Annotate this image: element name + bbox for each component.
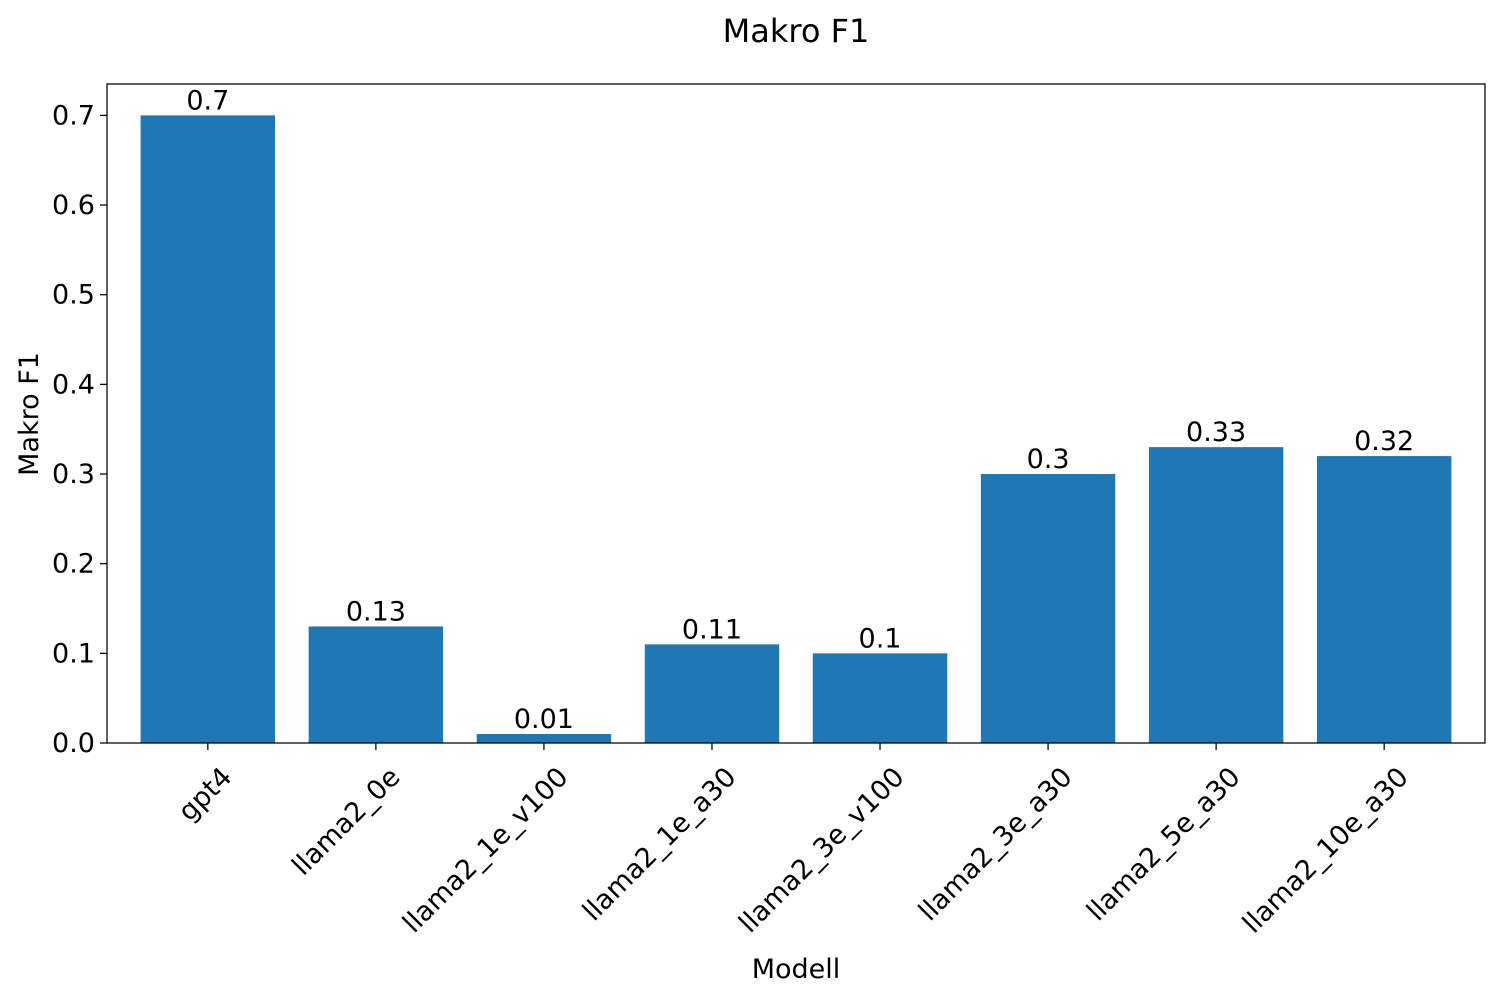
- bar-llama2_3e_a30: [980, 474, 1116, 743]
- data-label-llama2_1e_a30: 0.11: [682, 614, 742, 645]
- data-label-llama2_0e: 0.13: [346, 596, 406, 627]
- x-tick-label: gpt4: [173, 762, 239, 828]
- data-label-gpt4: 0.7: [186, 85, 229, 116]
- y-axis-label: Makro F1: [14, 352, 45, 476]
- y-tick-label: 0.3: [52, 459, 95, 490]
- y-tick-label: 0.5: [52, 280, 95, 311]
- x-tick-label: llama2_10e_a30: [1237, 762, 1415, 940]
- y-tick-label: 0.4: [52, 369, 95, 400]
- data-label-llama2_3e_v100: 0.1: [859, 623, 902, 654]
- x-tick-label: llama2_1e_v100: [397, 762, 574, 939]
- data-labels-layer: 0.7 0.13 0.01 0.11 0.1 0.3 0.33 0.32: [186, 85, 1414, 735]
- x-tick-label: llama2_5e_a30: [1081, 762, 1247, 928]
- y-tick-label: 0.1: [52, 638, 95, 669]
- bar-llama2_10e_a30: [1316, 456, 1452, 743]
- data-label-llama2_5e_a30: 0.33: [1186, 417, 1246, 448]
- y-tick-label: 0.2: [52, 549, 95, 580]
- plot-area-frame: [106, 83, 1486, 744]
- x-tick-label: llama2_3e_v100: [733, 762, 910, 939]
- y-tick-label: 0.6: [52, 190, 95, 221]
- bar-llama2_0e: [308, 626, 444, 743]
- x-tick-label: llama2_3e_a30: [913, 762, 1079, 928]
- bar-llama2_5e_a30: [1148, 447, 1284, 743]
- x-tick-label: llama2_1e_a30: [577, 762, 743, 928]
- bar-llama2_1e_v100: [476, 734, 612, 743]
- data-label-llama2_3e_a30: 0.3: [1027, 444, 1070, 475]
- data-label-llama2_10e_a30: 0.32: [1354, 426, 1414, 457]
- bar-gpt4: [140, 115, 276, 743]
- bar-llama2_3e_v100: [812, 653, 948, 743]
- chart-title: Makro F1: [723, 12, 870, 50]
- y-tick-label: 0.0: [52, 728, 95, 759]
- bar-llama2_1e_a30: [644, 644, 780, 743]
- data-label-llama2_1e_v100: 0.01: [514, 704, 574, 735]
- x-tick-label: llama2_0e: [286, 762, 406, 882]
- bars-layer: [140, 115, 1452, 743]
- y-tick-label: 0.7: [52, 100, 95, 131]
- x-axis-label: Modell: [752, 954, 841, 985]
